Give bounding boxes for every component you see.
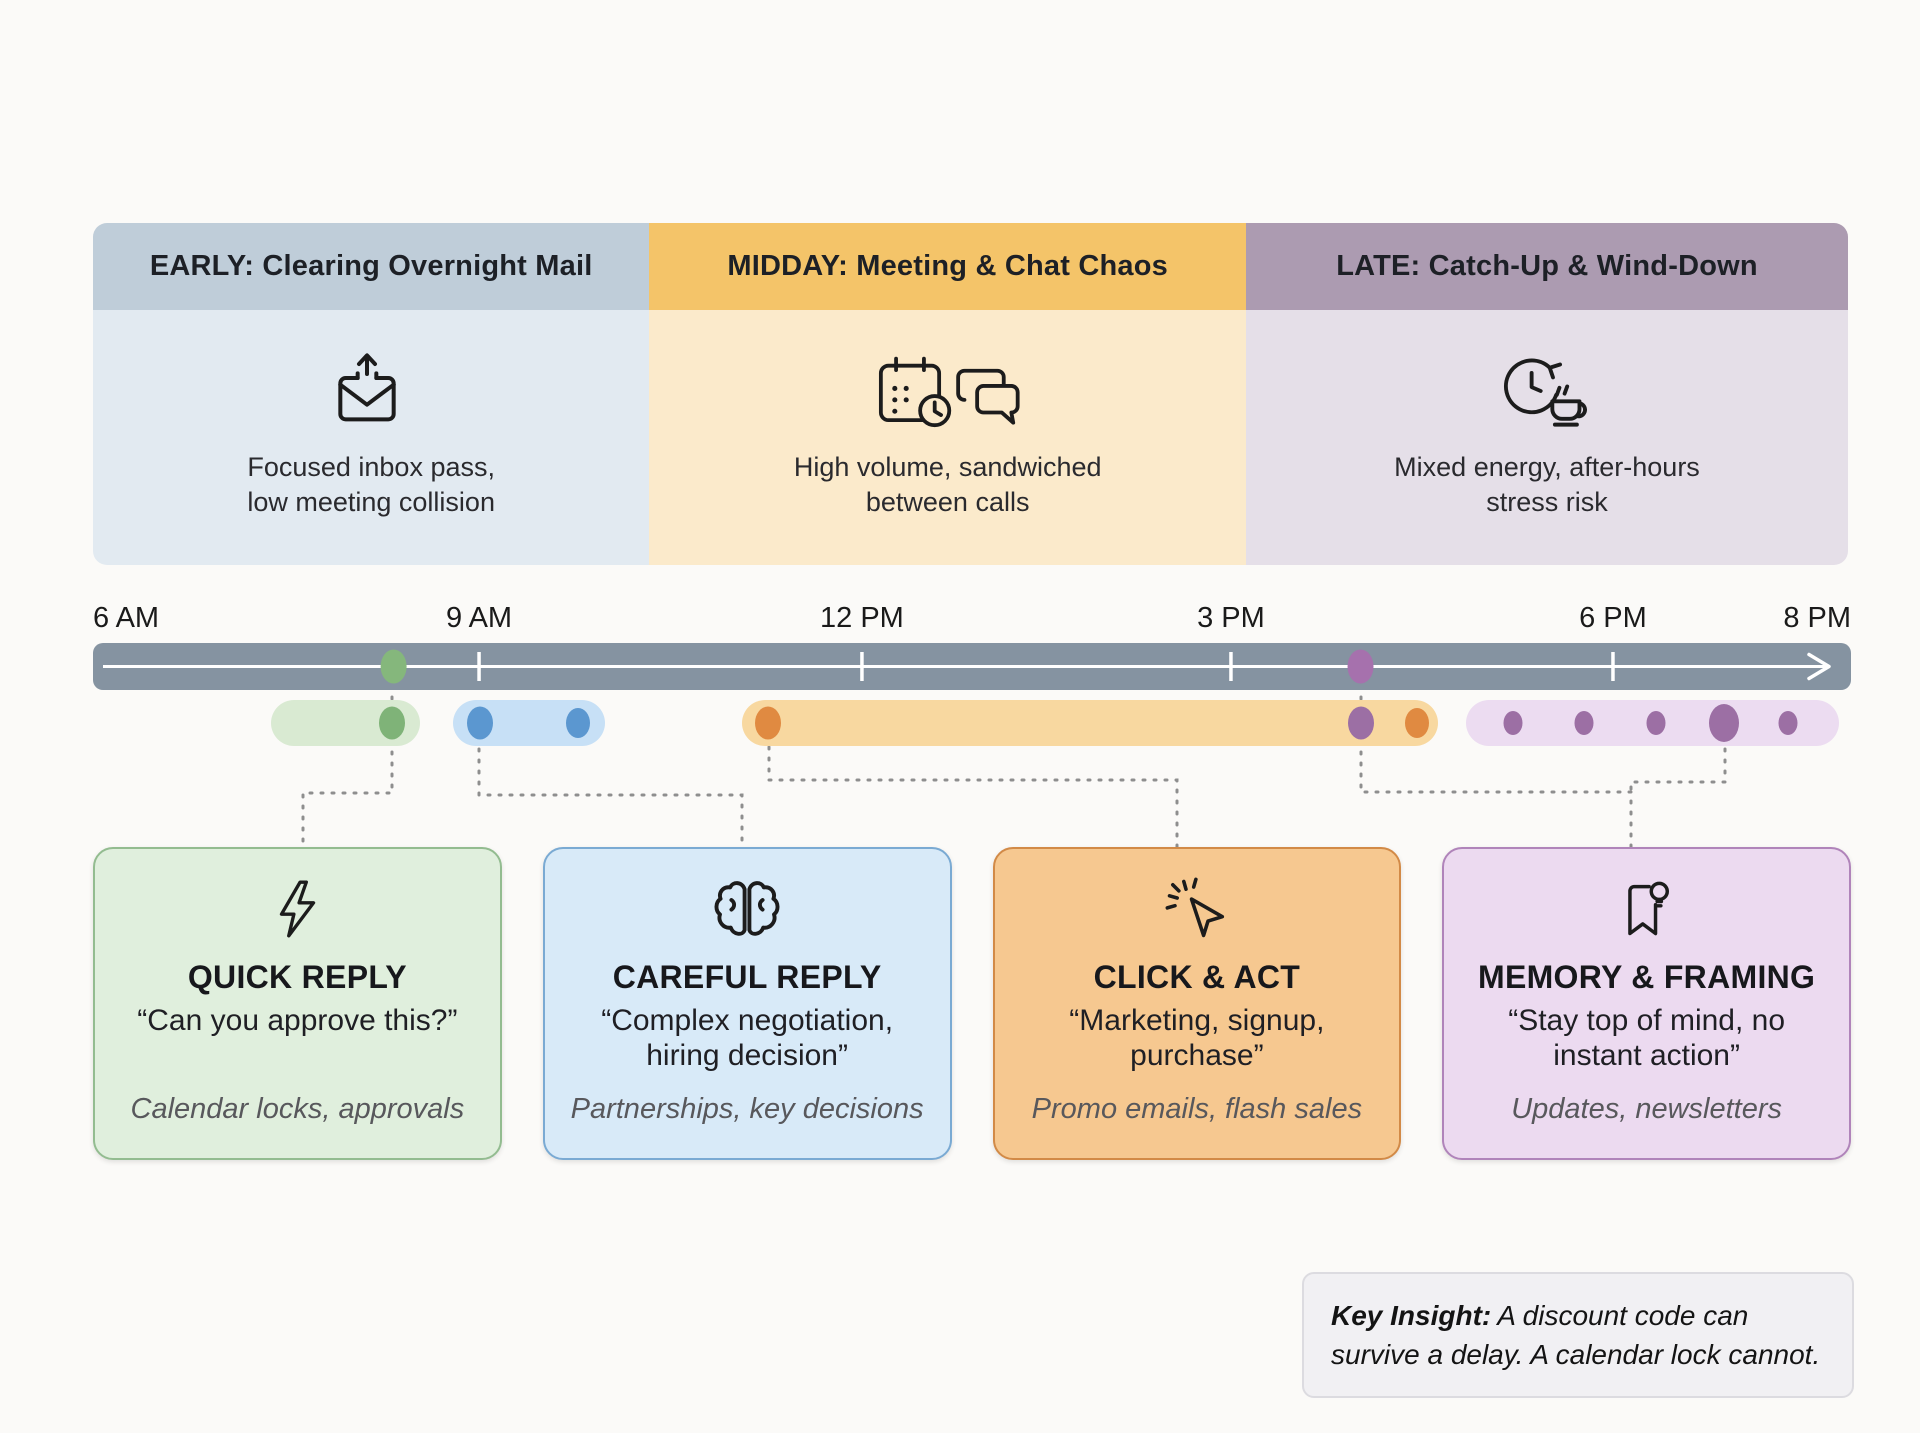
timeline-label: 6 PM	[1579, 602, 1647, 634]
card-quote: “Stay top of mind, no instant action”	[1508, 1004, 1786, 1073]
phase-band-midday: MIDDAY: Meeting & Chat Chaos	[649, 223, 1247, 565]
timeline-label: 8 PM	[1783, 602, 1851, 634]
card-click-act: CLICK & ACT “Marketing, signup, purchase…	[992, 847, 1402, 1160]
bookmark-idea-icon	[1615, 873, 1679, 945]
key-insight-text: A discount code can survive a delay. A c…	[1331, 1300, 1821, 1371]
card-examples: Partnerships, key decisions	[570, 1093, 924, 1125]
timeline-bar-dot	[1347, 649, 1374, 684]
timeline-label: 9 AM	[446, 602, 513, 634]
brain-icon	[711, 873, 783, 945]
track-dot	[378, 706, 405, 740]
phase-midday-title: MIDDAY: Meeting & Chat Chaos	[649, 223, 1247, 310]
phase-midday-body: High volume, sandwiched between calls	[649, 310, 1247, 565]
card-quote: “Marketing, signup, purchase”	[1069, 1004, 1325, 1073]
card-examples: Promo emails, flash sales	[1031, 1093, 1363, 1125]
cursor-click-icon	[1164, 873, 1230, 945]
key-insight-label: Key Insight:	[1331, 1300, 1492, 1331]
phase-early-body: Focused inbox pass, low meeting collisio…	[93, 310, 650, 565]
track-dot	[1503, 711, 1523, 735]
track-dot	[1646, 711, 1666, 735]
card-quote: “Complex negotiation, hiring decision”	[601, 1004, 894, 1073]
card-title: MEMORY & FRAMING	[1478, 959, 1816, 995]
timeline-labels: 6 AM 9 AM 12 PM 3 PM 6 PM 8 PM	[93, 602, 1851, 638]
timeline-bar	[93, 643, 1851, 690]
phase-bands: EARLY: Clearing Overnight Mail Focused i…	[93, 223, 1848, 565]
track-dot	[1574, 711, 1594, 735]
timeline-track-pill	[741, 700, 1438, 746]
phase-early-title: EARLY: Clearing Overnight Mail	[93, 223, 650, 310]
card-memory-framing: MEMORY & FRAMING “Stay top of mind, no i…	[1442, 847, 1851, 1160]
card-examples: Updates, newsletters	[1511, 1093, 1783, 1125]
calendar-chat-icon	[872, 348, 1024, 430]
track-dot	[1778, 711, 1798, 735]
mail-send-icon	[329, 348, 413, 430]
track-dot	[1404, 708, 1429, 738]
phase-band-late: LATE: Catch-Up & Wind-Down Mixed energy,…	[1246, 223, 1848, 565]
key-insight-box: Key Insight: A discount code can survive …	[1302, 1272, 1854, 1399]
track-dot	[1709, 704, 1740, 742]
track-dot	[466, 706, 493, 740]
category-cards: QUICK REPLY “Can you approve this?” Cale…	[93, 847, 1851, 1160]
card-title: CLICK & ACT	[1093, 959, 1301, 995]
card-title: CAREFUL REPLY	[612, 959, 882, 995]
timeline-label: 6 AM	[93, 602, 160, 634]
track-dot	[755, 706, 782, 740]
card-title: QUICK REPLY	[187, 959, 407, 995]
timeline-tracks	[93, 700, 1851, 746]
phase-band-early: EARLY: Clearing Overnight Mail Focused i…	[93, 223, 650, 565]
connector-line	[477, 736, 744, 851]
card-quick-reply: QUICK REPLY “Can you approve this?” Cale…	[93, 847, 502, 1160]
track-dot	[1347, 706, 1374, 740]
card-careful-reply: CAREFUL REPLY “Complex negotiation, hiri…	[542, 847, 952, 1160]
timeline-bar-dot	[380, 649, 407, 684]
track-dot	[566, 708, 591, 738]
phase-midday-caption: High volume, sandwiched between calls	[793, 452, 1102, 518]
connector-line	[1629, 736, 1727, 794]
phase-late-title: LATE: Catch-Up & Wind-Down	[1246, 223, 1848, 310]
phase-early-caption: Focused inbox pass, low meeting collisio…	[247, 452, 495, 518]
connector-line	[767, 734, 1179, 851]
phase-late-caption: Mixed energy, after-hours stress risk	[1394, 452, 1700, 518]
timeline-label: 3 PM	[1197, 602, 1265, 634]
clock-coffee-icon	[1498, 348, 1595, 430]
timeline-arrow-icon	[1807, 652, 1831, 681]
lightning-icon	[266, 873, 328, 945]
timeline-label: 12 PM	[820, 602, 904, 634]
card-examples: Calendar locks, approvals	[130, 1093, 465, 1125]
card-quote: “Can you approve this?”	[137, 1004, 458, 1037]
phase-late-body: Mixed energy, after-hours stress risk	[1246, 310, 1848, 565]
